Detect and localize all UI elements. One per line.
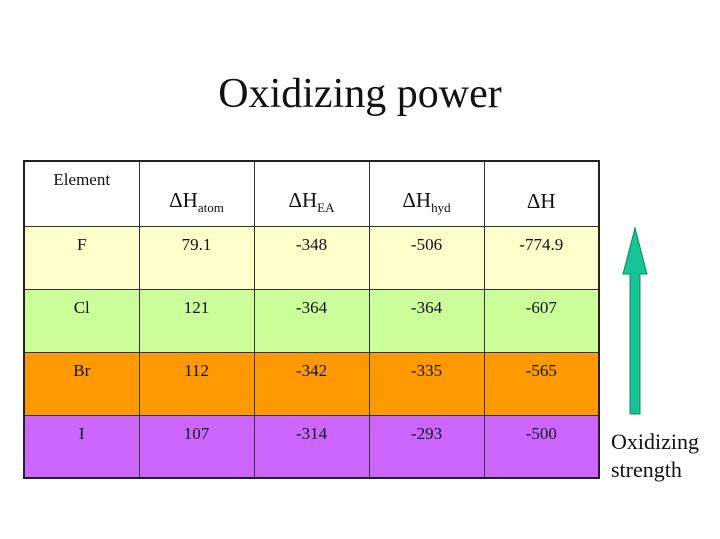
cell: -335 bbox=[368, 351, 485, 416]
cell: -500 bbox=[483, 414, 600, 479]
table-row: I 107 -314 -293 -500 bbox=[23, 414, 600, 479]
header-element: Element bbox=[23, 160, 140, 227]
table-header-row: Element ΔHatom ΔHEA ΔHhyd ΔH bbox=[23, 160, 600, 227]
cell: 112 bbox=[138, 351, 255, 416]
cell: -342 bbox=[253, 351, 370, 416]
cell: -607 bbox=[483, 288, 600, 353]
cell: Br bbox=[23, 351, 140, 416]
oxidizing-strength-label: Oxidizing strength bbox=[611, 429, 699, 482]
cell: -293 bbox=[368, 414, 485, 479]
table-row: Br 112 -342 -335 -565 bbox=[23, 351, 600, 416]
page-title: Oxidizing power bbox=[218, 71, 502, 117]
cell: -364 bbox=[253, 288, 370, 353]
cell: 107 bbox=[138, 414, 255, 479]
header-ea: ΔHEA bbox=[253, 160, 370, 227]
enthalpy-table: Element ΔHatom ΔHEA ΔHhyd ΔH F 79.1 -348… bbox=[23, 160, 600, 479]
header-hyd: ΔHhyd bbox=[368, 160, 485, 227]
cell: -565 bbox=[483, 351, 600, 416]
cell: -774.9 bbox=[483, 225, 600, 290]
cell: -348 bbox=[253, 225, 370, 290]
cell: -364 bbox=[368, 288, 485, 353]
cell: 121 bbox=[138, 288, 255, 353]
cell: I bbox=[23, 414, 140, 479]
cell: 79.1 bbox=[138, 225, 255, 290]
cell: F bbox=[23, 225, 140, 290]
cell: -314 bbox=[253, 414, 370, 479]
table-row: Cl 121 -364 -364 -607 bbox=[23, 288, 600, 353]
table-row: F 79.1 -348 -506 -774.9 bbox=[23, 225, 600, 290]
header-atom: ΔHatom bbox=[138, 160, 255, 227]
cell: Cl bbox=[23, 288, 140, 353]
arrow-up-icon bbox=[622, 226, 648, 415]
header-total: ΔH bbox=[483, 160, 600, 227]
cell: -506 bbox=[368, 225, 485, 290]
